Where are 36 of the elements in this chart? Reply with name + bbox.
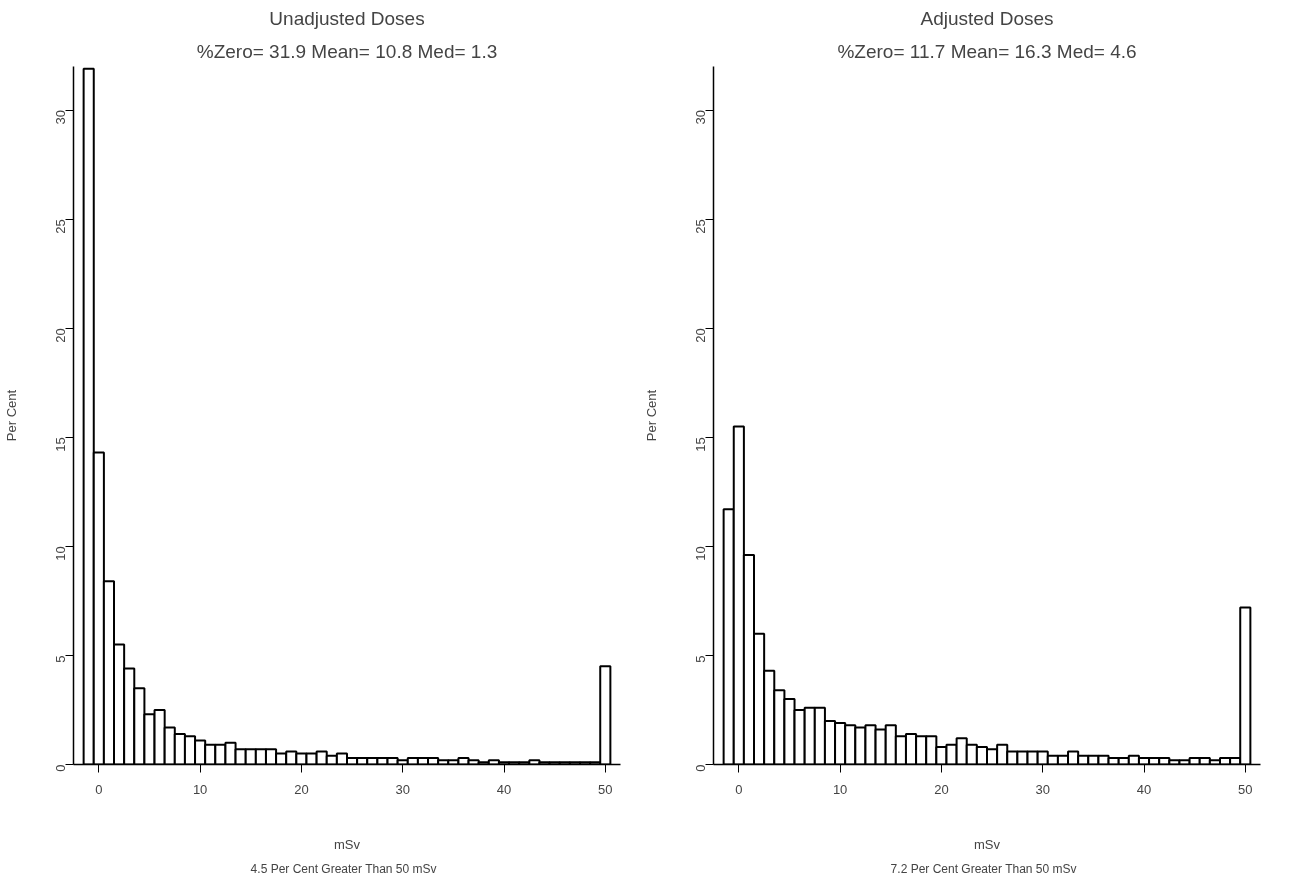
y-tick-label: 5 xyxy=(693,655,708,663)
y-tick-label: 10 xyxy=(693,546,708,561)
x-axis-title: mSv xyxy=(974,836,1001,852)
y-tick-label: 0 xyxy=(693,764,708,772)
x-tick-label: 30 xyxy=(1035,781,1050,797)
y-tick-label: 30 xyxy=(693,110,708,125)
x-tick-label: 30 xyxy=(395,781,410,797)
x-tick-label: 40 xyxy=(1136,781,1152,797)
x-tick-label: 20 xyxy=(294,781,309,797)
y-tick-label: 25 xyxy=(693,219,708,234)
x-tick-label: 50 xyxy=(1238,781,1253,797)
y-tick-label: 0 xyxy=(53,764,68,772)
x-tick-label: 50 xyxy=(598,781,613,797)
x-tick-label: 0 xyxy=(95,781,103,797)
y-axis-title: Per Cent xyxy=(3,389,19,442)
chart-subtitle: %Zero= 11.7 Mean= 16.3 Med= 4.6 xyxy=(837,40,1137,62)
y-tick-label: 20 xyxy=(53,328,68,343)
y-tick-label: 30 xyxy=(53,110,68,125)
x-axis-title: mSv xyxy=(334,836,361,852)
text: 4.5 Per Cent Greater Than 50 mSv xyxy=(250,861,437,876)
y-tick-label: 25 xyxy=(53,219,68,234)
y-tick-label: 10 xyxy=(53,546,68,561)
x-tick-label: 10 xyxy=(192,781,208,797)
x-tick-label: 0 xyxy=(735,781,743,797)
y-tick-label: 5 xyxy=(53,655,68,663)
x-tick-label: 40 xyxy=(496,781,512,797)
y-tick-label: 20 xyxy=(693,328,708,343)
text: 7.2 Per Cent Greater Than 50 mSv xyxy=(890,861,1077,876)
y-tick-label: 15 xyxy=(693,437,708,452)
chart-title: Adjusted Doses xyxy=(920,7,1054,29)
chart-subtitle: %Zero= 31.9 Mean= 10.8 Med= 1.3 xyxy=(196,40,498,62)
x-tick-label: 10 xyxy=(832,781,848,797)
y-axis-title: Per Cent xyxy=(643,389,659,442)
x-tick-label: 20 xyxy=(934,781,949,797)
chart-title: Unadjusted Doses xyxy=(269,7,425,29)
y-tick-label: 15 xyxy=(53,437,68,452)
